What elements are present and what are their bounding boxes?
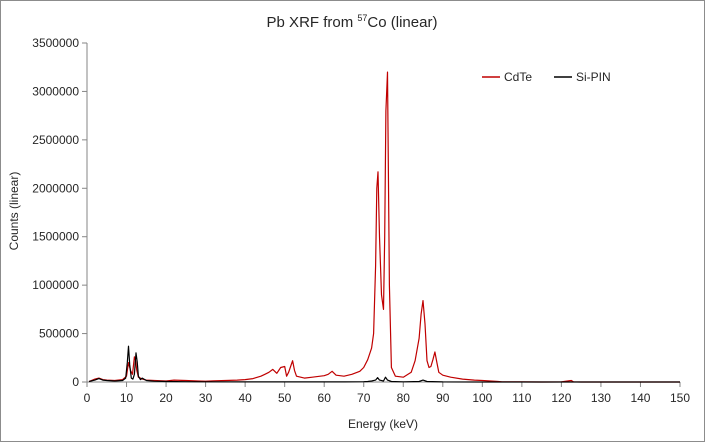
y-axis-label: Counts (linear): [7, 172, 21, 251]
y-tick-label: 2500000: [32, 133, 79, 147]
y-tick-label: 3500000: [32, 36, 79, 50]
series-line-cdte: [88, 71, 680, 383]
chart-title-superscript: 57: [357, 13, 367, 23]
x-tick-label: 100: [472, 391, 492, 405]
chart-title-prefix: Pb XRF from: [267, 14, 358, 31]
x-tick-label: 150: [670, 391, 690, 405]
y-tick-label: 1500000: [32, 230, 79, 244]
series-line-si-pin: [88, 345, 680, 383]
series-layer: [88, 71, 680, 383]
x-tick-label: 0: [84, 391, 91, 405]
legend: CdTe Si-PIN: [482, 70, 611, 84]
legend-entry: CdTe: [504, 70, 532, 84]
x-tick-label: 30: [199, 391, 213, 405]
x-tick-label: 60: [318, 391, 332, 405]
chart-title: Pb XRF from 57Co (linear): [267, 13, 438, 31]
x-tick-label: 130: [591, 391, 611, 405]
y-tick-label: 500000: [39, 327, 79, 341]
x-tick-label: 70: [357, 391, 371, 405]
x-tick-label: 50: [278, 391, 292, 405]
axes: [82, 42, 681, 387]
y-tick-label: 1000000: [32, 278, 79, 292]
x-tick-labels: 0 10 20 30 40 50 60 70 80 90 100 110 120 130 140 150: [84, 391, 691, 405]
x-tick-label: 10: [120, 391, 134, 405]
x-tick-label: 80: [397, 391, 411, 405]
x-axis-label: Energy (keV): [348, 417, 418, 431]
legend-entry: Si-PIN: [576, 70, 611, 84]
y-tick-label: 3000000: [32, 84, 79, 98]
y-tick-label: 2000000: [32, 181, 79, 195]
x-tick-label: 40: [238, 391, 252, 405]
x-tick-label: 20: [159, 391, 173, 405]
x-tick-label: 140: [630, 391, 650, 405]
y-tick-labels: 0 500000 1000000 1500000 2000000 2500000 30000…: [32, 36, 79, 389]
x-tick-label: 90: [436, 391, 450, 405]
chart-title-suffix: Co (linear): [367, 14, 437, 31]
y-tick-label: 0: [72, 375, 79, 389]
x-tick-label: 120: [551, 391, 571, 405]
x-tick-label: 110: [512, 391, 531, 405]
